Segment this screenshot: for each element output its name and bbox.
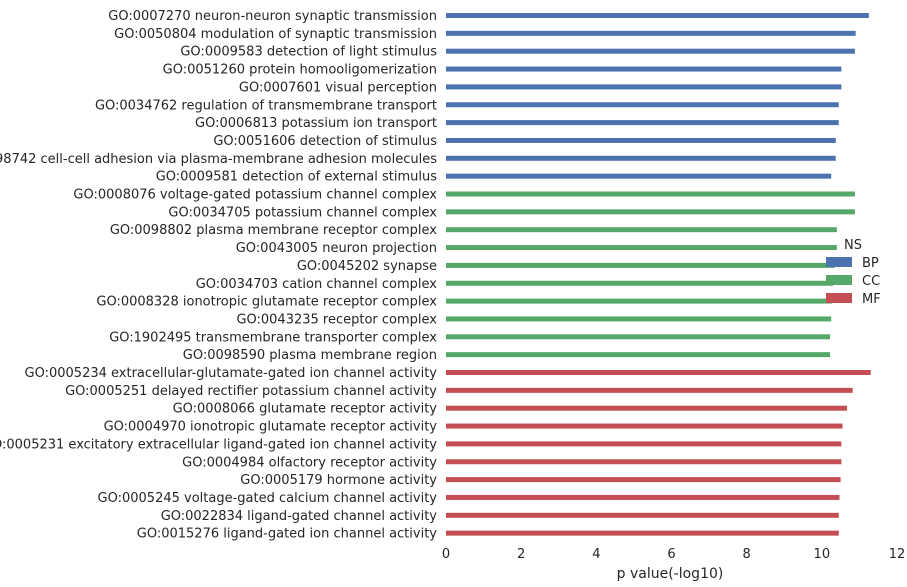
bar [446,316,832,322]
category-label: GO:0005231 excitatory extracellular liga… [0,437,437,452]
category-label: GO:0008076 voltage-gated potassium chann… [73,188,437,203]
bar [446,155,836,161]
bar [446,459,842,465]
bar [446,209,855,215]
x-axis-label: p value(-log10) [617,566,724,582]
category-label: GO:0043005 neuron projection [236,241,437,256]
category-label: GO:0051606 detection of stimulus [213,134,437,149]
bar [446,298,832,304]
legend-label: CC [862,274,880,289]
category-label: GO:0051260 protein homooligomerization [163,63,437,78]
legend-label: MF [862,292,881,307]
x-tick-label: 12 [889,547,906,562]
legend-swatch [826,257,852,267]
category-label: GO:0005251 delayed rectifier potassium c… [65,384,437,399]
bar [446,405,848,411]
bar [446,387,853,393]
bars-layer [446,13,871,536]
bar [446,173,832,179]
bar [446,84,842,90]
bar [446,66,842,72]
bar [446,120,839,126]
bar [446,191,855,197]
category-labels: GO:0007270 neuron-neuron synaptic transm… [0,9,437,542]
category-label: GO:0034703 cation channel complex [196,277,438,292]
x-tick-label: 6 [667,547,675,562]
category-label: GO:0009581 detection of external stimulu… [156,170,438,185]
bar [446,280,834,286]
bar [446,423,843,429]
category-label: GO:0006813 potassium ion transport [195,116,437,131]
x-tick-label: 0 [442,547,450,562]
category-label: GO:0045202 synapse [297,259,437,274]
x-tick-label: 8 [743,547,751,562]
category-label: GO:0009583 detection of light stimulus [180,45,437,60]
category-label: GO:0007601 visual perception [239,80,437,95]
category-label: GO:0005245 voltage-gated calcium channel… [98,491,438,506]
bar [446,137,836,143]
bar [446,370,871,375]
bar [446,13,869,18]
bar [446,102,839,108]
bar [446,30,856,36]
x-tick-label: 4 [592,547,600,562]
legend-swatch [826,275,852,285]
category-label: GO:0008066 glutamate receptor activity [173,402,438,417]
category-label: GO:0022834 ligand-gated channel activity [161,509,438,524]
bar [446,245,837,251]
legend-swatch [826,293,852,303]
category-label: GO:0005179 hormone activity [240,473,437,488]
bar [446,530,839,536]
bar [446,48,855,54]
bar [446,512,839,518]
x-axis: 0 2 4 6 8 10 12 [442,547,905,562]
category-label: GO:0034762 regulation of transmembrane t… [95,98,437,113]
category-label: GO:0098590 plasma membrane region [183,348,437,363]
category-label: GO:0043235 receptor complex [236,312,437,327]
bar [446,494,840,500]
bar [446,441,842,447]
x-tick-label: 10 [814,547,831,562]
category-label: GO:0098802 plasma membrane receptor comp… [110,223,437,238]
category-label: GO:0034705 potassium channel complex [168,205,437,220]
category-label: GO:0015276 ligand-gated ion channel acti… [137,527,438,542]
bar [446,352,831,358]
legend: NS BP CC MF [826,238,881,307]
legend-label: BP [862,256,879,271]
bar [446,477,841,483]
category-label: GO:0050804 modulation of synaptic transm… [114,27,437,42]
bar [446,227,837,233]
bar [446,334,831,340]
category-label: GO:1902495 transmembrane transporter com… [109,330,437,345]
bar [446,262,835,268]
category-label: GO:0005234 extracellular-glutamate-gated… [25,366,438,381]
legend-title: NS [844,238,862,253]
category-label: GO:0098742 cell-cell adhesion via plasma… [0,152,437,167]
category-label: GO:0008328 ionotropic glutamate receptor… [96,295,437,310]
x-tick-label: 2 [517,547,525,562]
category-label: GO:0007270 neuron-neuron synaptic transm… [108,9,437,24]
category-label: GO:0004984 olfactory receptor activity [182,455,437,470]
category-label: GO:0004970 ionotropic glutamate receptor… [104,420,438,435]
